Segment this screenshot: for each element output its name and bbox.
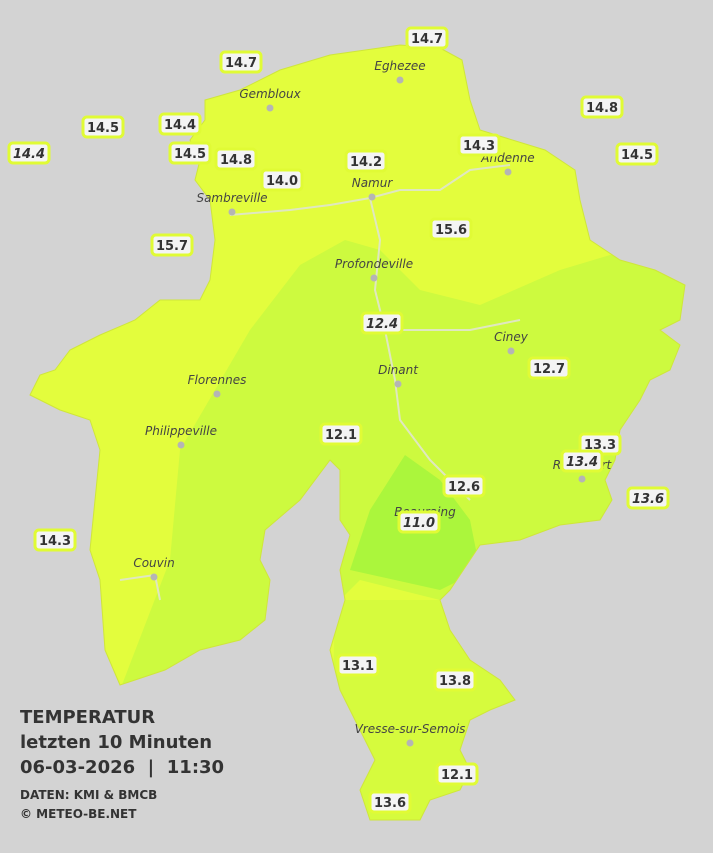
station-box: [368, 790, 412, 814]
station-box: [457, 133, 501, 157]
station-box: [405, 26, 449, 50]
station-value: 14.4: [13, 147, 45, 162]
station-box: [150, 233, 194, 257]
city-dot: [213, 390, 221, 398]
station-box: [360, 311, 404, 335]
station-value: 14.8: [220, 153, 252, 168]
station-value: 13.3: [584, 438, 616, 453]
station-value: 14.0: [266, 174, 298, 189]
station-box: [81, 115, 125, 139]
station-value: 12.1: [325, 428, 357, 443]
station-box: [626, 486, 670, 510]
city-dot: [228, 208, 236, 216]
city-dot: [504, 168, 512, 176]
station-box: [260, 168, 304, 192]
station-value: 12.4: [366, 317, 398, 332]
station-value: 14.7: [411, 32, 443, 47]
station-box: [319, 422, 363, 446]
station-box: [214, 147, 258, 171]
station-value: 13.4: [566, 455, 598, 470]
station-value: 14.3: [463, 139, 495, 154]
station-value: 13.6: [374, 796, 406, 811]
city-label: Sambreville: [196, 191, 267, 205]
station-box: [168, 141, 212, 165]
station-box: [560, 449, 604, 473]
station-box: [615, 142, 659, 166]
station-value: 12.7: [533, 362, 565, 377]
station-value: 12.1: [441, 768, 473, 783]
station-value: 13.6: [632, 492, 664, 507]
city-label: Eghezee: [374, 59, 425, 73]
station-value: 15.6: [435, 223, 467, 238]
city-dot: [406, 739, 414, 747]
station-value: 14.5: [621, 148, 653, 163]
station-box: [442, 474, 486, 498]
station-value: 14.3: [39, 534, 71, 549]
station-box: [33, 528, 77, 552]
subtitle: letzten 10 Minuten: [20, 732, 212, 753]
city-label: Profondeville: [335, 257, 413, 271]
station-value: 14.8: [586, 101, 618, 116]
datetime: 06-03-2026 | 11:30: [20, 757, 224, 778]
station-value: 14.4: [164, 118, 196, 133]
copyright: © METEO-BE.NET: [20, 807, 137, 821]
city-dot: [266, 104, 274, 112]
source: DATEN: KMI & BMCB: [20, 788, 157, 802]
city-label: Vresse-sur-Semois: [355, 722, 466, 736]
station-box: [344, 149, 388, 173]
city-label: Gembloux: [239, 87, 301, 101]
station-value: 13.1: [342, 659, 374, 674]
city-dot: [394, 380, 402, 388]
station-box: [527, 356, 571, 380]
city-label: Dinant: [378, 363, 419, 377]
title: TEMPERATUR: [20, 707, 155, 728]
station-value: 15.7: [156, 239, 188, 254]
station-value: 13.8: [439, 674, 471, 689]
city-label: Couvin: [133, 556, 174, 570]
station-value: 12.6: [448, 480, 480, 495]
station-box: [158, 112, 202, 136]
station-box: [435, 762, 479, 786]
city-label: Ciney: [494, 330, 529, 344]
station-box: [336, 653, 380, 677]
station-box: [219, 50, 263, 74]
city-dot: [150, 573, 158, 581]
station-value: 14.5: [174, 147, 206, 162]
station-box: [429, 217, 473, 241]
city-label: Philippeville: [145, 424, 217, 438]
city-dot: [396, 76, 404, 84]
city-dot: [368, 193, 376, 201]
station-value: 14.7: [225, 56, 257, 71]
station-box: [397, 510, 441, 534]
station-value: 14.2: [350, 155, 382, 170]
station-box: [7, 141, 51, 165]
station-box: [580, 95, 624, 119]
station-value: 11.0: [403, 516, 435, 531]
station-value: 14.5: [87, 121, 119, 136]
city-dot: [507, 347, 515, 355]
city-dot: [177, 441, 185, 449]
station-box: [433, 668, 477, 692]
city-label: Namur: [352, 176, 394, 190]
city-dot: [578, 475, 586, 483]
city-label: Florennes: [188, 373, 247, 387]
city-dot: [370, 274, 378, 282]
